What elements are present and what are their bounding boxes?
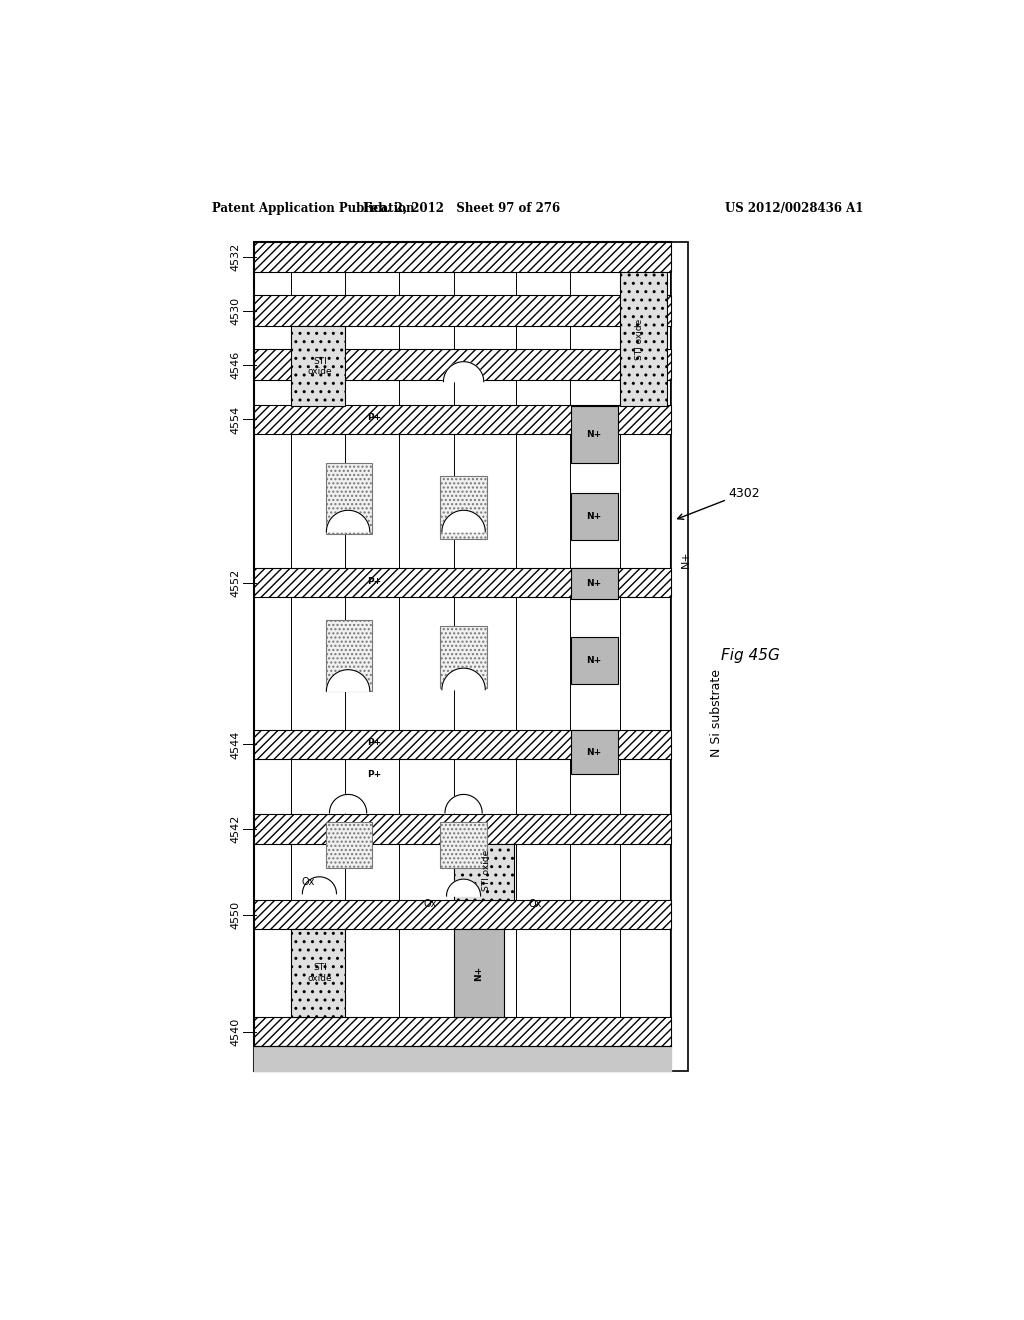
Polygon shape <box>327 669 370 692</box>
Text: 4546: 4546 <box>230 351 241 379</box>
Bar <box>254 242 671 272</box>
Bar <box>291 326 345 407</box>
Text: P+: P+ <box>368 738 382 747</box>
Text: 4540: 4540 <box>230 1018 241 1045</box>
Bar <box>254 405 671 434</box>
Text: 4530: 4530 <box>230 297 241 325</box>
Text: N+: N+ <box>586 429 601 438</box>
Polygon shape <box>443 362 483 381</box>
Bar <box>454 843 514 900</box>
Text: P+: P+ <box>368 413 382 422</box>
Bar <box>254 730 671 759</box>
Polygon shape <box>446 879 480 896</box>
Text: 4550: 4550 <box>230 900 241 928</box>
Text: Ox: Ox <box>424 899 437 908</box>
Polygon shape <box>302 876 337 894</box>
Text: Feb. 2, 2012   Sheet 97 of 276: Feb. 2, 2012 Sheet 97 of 276 <box>362 202 560 215</box>
Bar <box>571 494 617 540</box>
Text: 4544: 4544 <box>230 730 241 759</box>
Text: N+: N+ <box>474 965 483 981</box>
Text: 4532: 4532 <box>230 243 241 271</box>
Bar <box>571 407 617 462</box>
Text: STI
oxide: STI oxide <box>308 356 333 376</box>
Bar <box>571 638 617 684</box>
Text: 4542: 4542 <box>230 814 241 843</box>
Text: Ox: Ox <box>301 878 314 887</box>
Bar <box>254 1016 671 1047</box>
Text: 4554: 4554 <box>230 405 241 433</box>
Bar <box>254 350 671 380</box>
Text: N+: N+ <box>586 656 601 665</box>
Bar <box>291 929 345 1016</box>
Text: N Si substrate: N Si substrate <box>711 669 724 756</box>
Bar <box>671 242 687 1071</box>
Text: P+: P+ <box>368 770 382 779</box>
Bar <box>440 475 486 539</box>
Bar <box>326 620 372 692</box>
Bar <box>571 730 617 775</box>
Text: N+: N+ <box>681 550 691 568</box>
Bar <box>326 822 372 869</box>
Bar <box>254 296 671 326</box>
Bar <box>454 929 504 1016</box>
Text: 4302: 4302 <box>729 487 760 500</box>
Bar <box>326 462 372 535</box>
Bar <box>571 568 617 599</box>
Text: STI oxide: STI oxide <box>481 850 490 891</box>
Bar <box>621 272 667 407</box>
Bar <box>254 568 671 598</box>
Text: Fig 45G: Fig 45G <box>721 648 779 663</box>
Text: Ox: Ox <box>528 899 542 908</box>
Text: Patent Application Publication: Patent Application Publication <box>212 202 414 215</box>
Text: P+: P+ <box>368 577 382 586</box>
Bar <box>440 822 486 869</box>
Text: US 2012/0028436 A1: US 2012/0028436 A1 <box>725 202 863 215</box>
Text: N+: N+ <box>586 579 601 587</box>
Polygon shape <box>442 511 485 532</box>
Text: N+: N+ <box>586 747 601 756</box>
Bar <box>254 900 671 929</box>
Text: N+: N+ <box>586 512 601 521</box>
Polygon shape <box>442 668 485 689</box>
Bar <box>254 814 671 843</box>
Text: STI oxide: STI oxide <box>635 318 644 360</box>
Polygon shape <box>445 795 482 813</box>
Text: 4552: 4552 <box>230 569 241 597</box>
Bar <box>440 626 486 688</box>
Text: STI
oxide: STI oxide <box>308 964 333 983</box>
Polygon shape <box>330 795 367 813</box>
Bar <box>254 242 671 1071</box>
Polygon shape <box>327 511 370 532</box>
